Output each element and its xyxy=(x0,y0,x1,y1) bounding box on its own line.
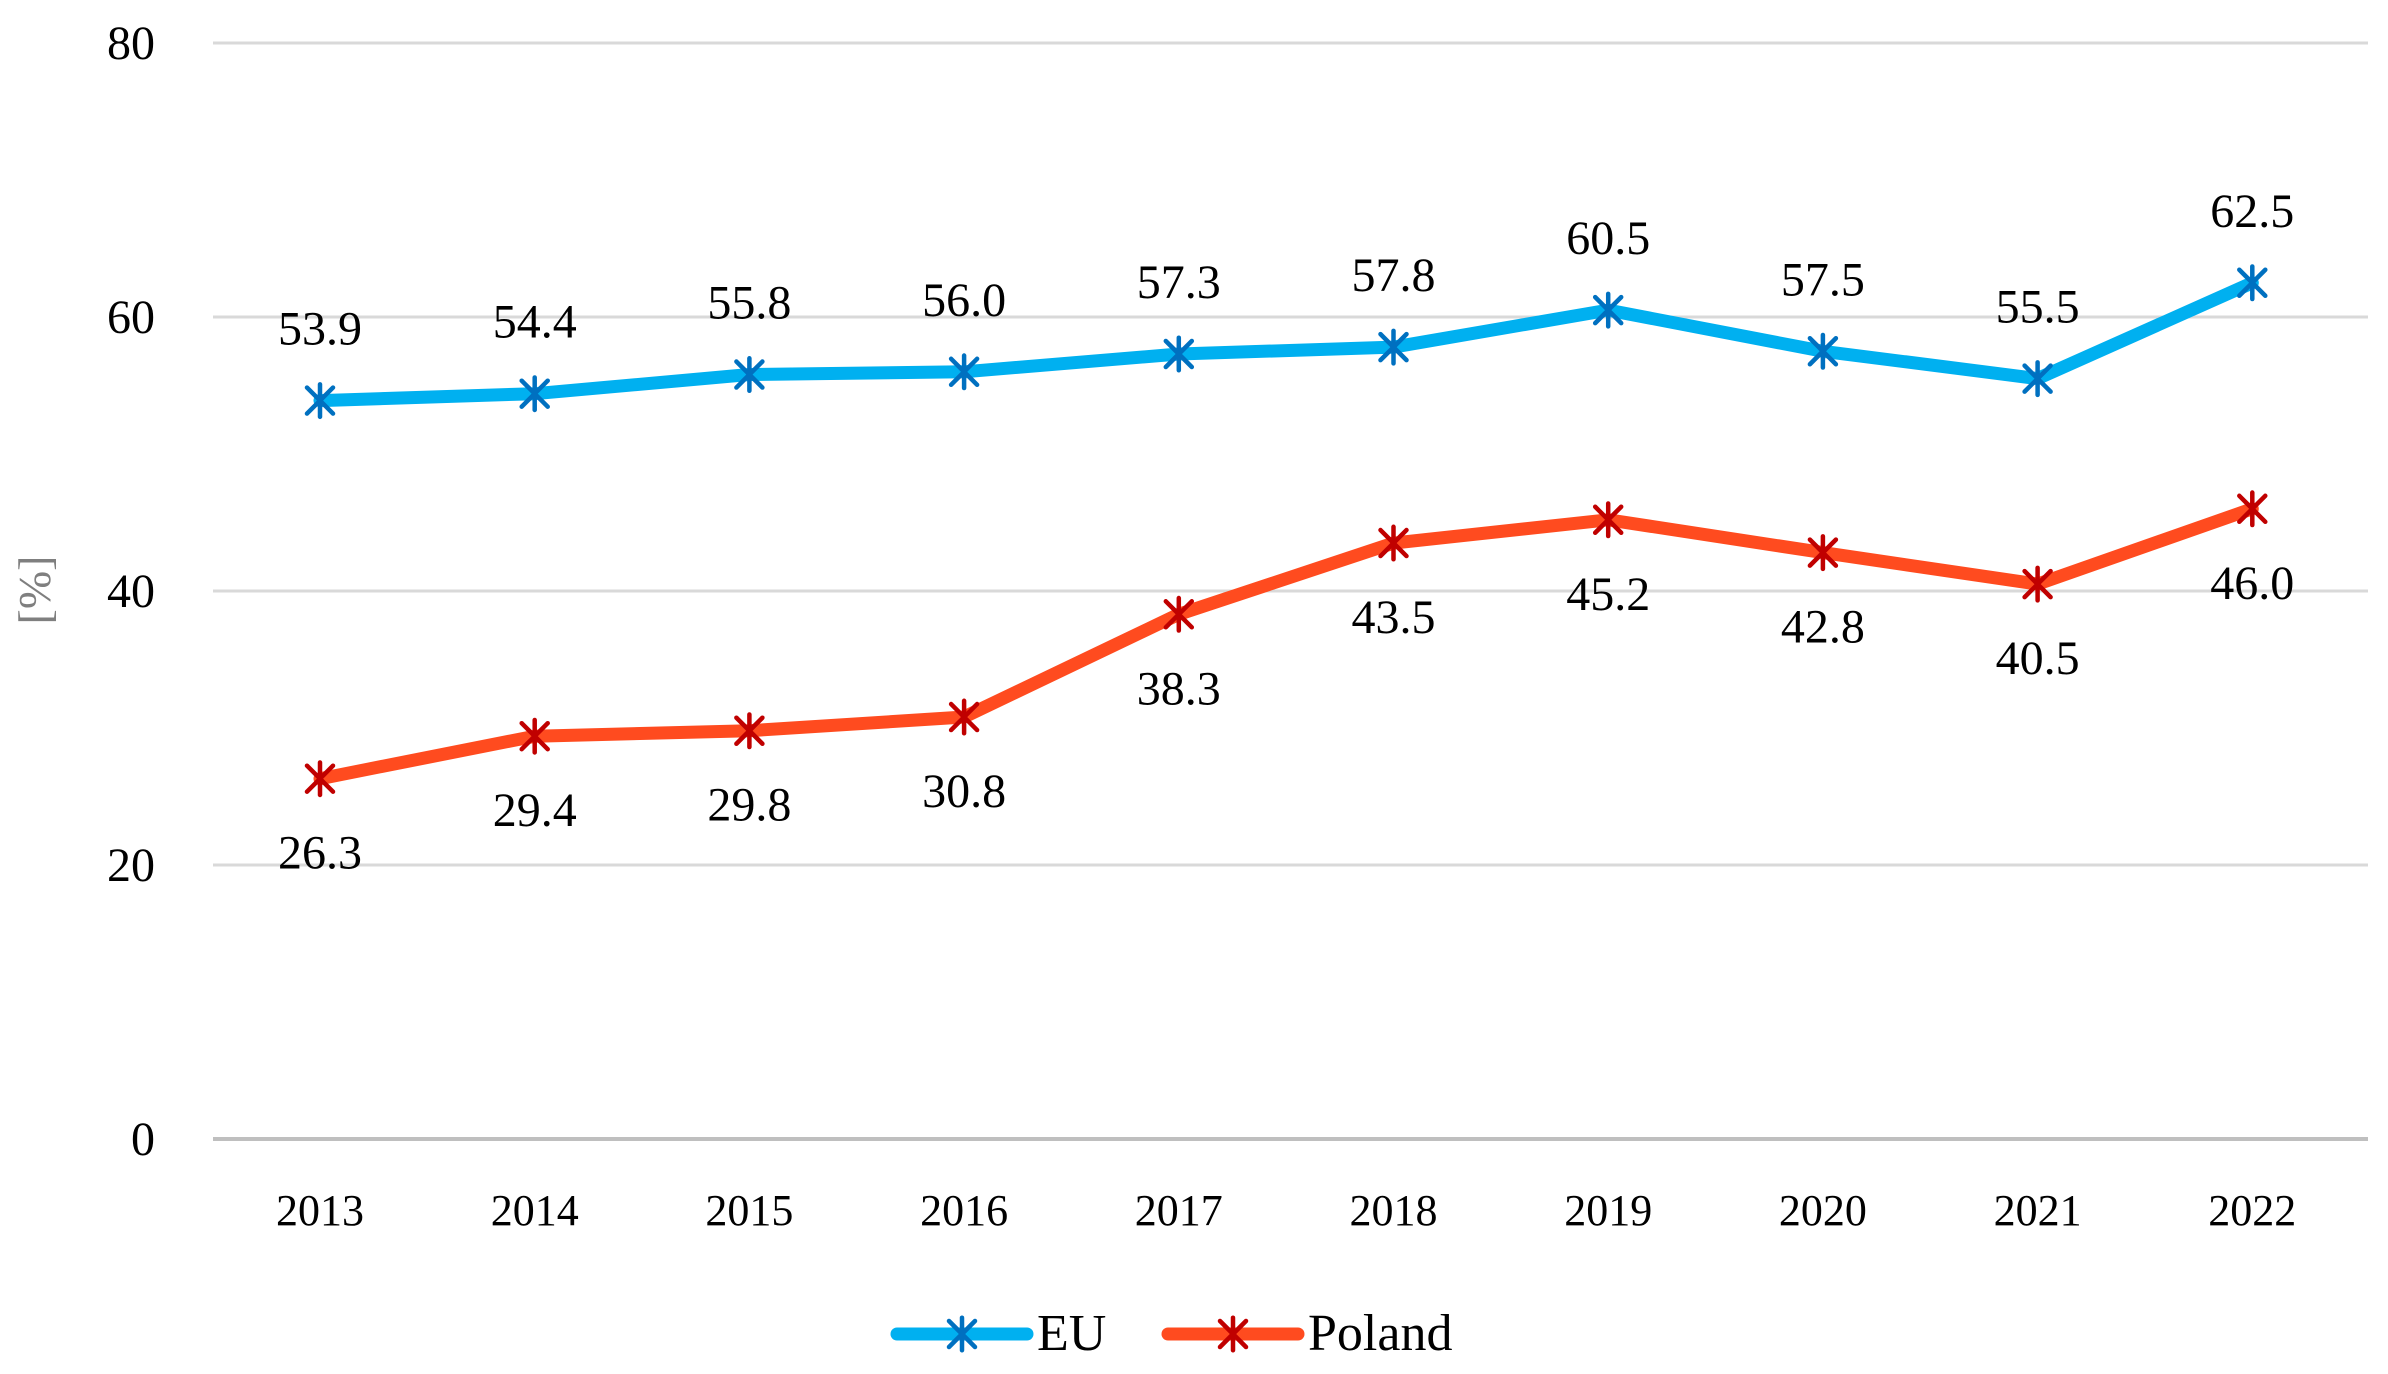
data-label-eu: 54.4 xyxy=(493,296,577,349)
data-label-eu: 57.3 xyxy=(1137,256,1221,309)
data-label-eu: 60.5 xyxy=(1566,212,1650,265)
gridlines xyxy=(213,41,2368,1141)
legend-marker-eu xyxy=(946,1315,978,1353)
y-axis-ticks: 0 20 40 60 80 xyxy=(107,17,155,1166)
y-axis-title: [%] xyxy=(9,556,60,625)
data-point-poland xyxy=(304,760,336,798)
series-line-eu xyxy=(313,276,2259,408)
series xyxy=(304,264,2268,798)
y-tick-label: 80 xyxy=(107,17,155,70)
data-point-poland xyxy=(1807,534,1839,572)
data-point-eu xyxy=(948,353,980,391)
data-label-eu: 53.9 xyxy=(278,303,362,356)
x-tick-label: 2013 xyxy=(276,1186,364,1235)
data-point-eu xyxy=(1378,328,1409,366)
data-point-poland xyxy=(1163,595,1195,633)
data-point-poland xyxy=(2237,490,2268,528)
legend-label-eu: EU xyxy=(1037,1305,1106,1362)
x-tick-label: 2015 xyxy=(705,1186,793,1235)
data-label-eu: 55.5 xyxy=(1996,281,2080,334)
data-point-eu xyxy=(1163,335,1195,373)
y-tick-label: 40 xyxy=(107,565,155,618)
data-point-eu xyxy=(734,356,765,394)
data-label-eu: 55.8 xyxy=(707,277,791,330)
y-tick-label: 20 xyxy=(107,839,155,892)
data-label-eu: 62.5 xyxy=(2210,185,2294,238)
data-point-eu xyxy=(519,375,550,413)
data-label-poland: 43.5 xyxy=(1352,591,1436,644)
data-labels: 53.9 54.4 55.8 56.0 57.3 57.8 60.5 57.5 55.5 62.5… xyxy=(278,185,2294,880)
x-tick-label: 2017 xyxy=(1135,1186,1223,1235)
legend-marker-poland xyxy=(1217,1315,1249,1353)
data-label-poland: 40.5 xyxy=(1996,632,2080,685)
data-point-eu xyxy=(2022,360,2053,398)
x-tick-label: 2021 xyxy=(1994,1186,2082,1235)
y-tick-label: 0 xyxy=(131,1113,155,1166)
legend-item-poland: Poland xyxy=(1161,1305,1452,1362)
legend: EU Poland xyxy=(890,1305,1452,1362)
legend-label-poland: Poland xyxy=(1308,1305,1452,1362)
data-label-poland: 45.2 xyxy=(1566,568,1650,621)
x-tick-label: 2014 xyxy=(491,1186,579,1235)
x-tick-label: 2020 xyxy=(1779,1186,1867,1235)
data-point-poland xyxy=(734,712,765,750)
data-label-eu: 57.5 xyxy=(1781,253,1865,306)
data-point-poland xyxy=(1592,501,1624,539)
x-tick-label: 2018 xyxy=(1350,1186,1438,1235)
data-label-eu: 56.0 xyxy=(922,274,1006,327)
data-label-poland: 29.4 xyxy=(493,784,577,837)
x-tick-label: 2016 xyxy=(920,1186,1008,1235)
series-line-poland xyxy=(313,502,2259,786)
data-label-poland: 29.8 xyxy=(707,779,791,832)
data-point-eu xyxy=(1807,332,1839,370)
data-label-poland: 38.3 xyxy=(1137,662,1221,715)
legend-item-eu: EU xyxy=(890,1305,1106,1362)
data-label-poland: 42.8 xyxy=(1781,601,1865,654)
y-tick-label: 60 xyxy=(107,291,155,344)
data-label-eu: 57.8 xyxy=(1352,249,1436,302)
x-tick-label: 2022 xyxy=(2208,1186,2296,1235)
data-point-poland xyxy=(519,717,550,755)
data-point-poland xyxy=(1378,524,1409,562)
x-tick-label: 2019 xyxy=(1564,1186,1652,1235)
data-point-poland xyxy=(948,698,980,736)
data-label-poland: 26.3 xyxy=(278,827,362,880)
data-label-poland: 30.8 xyxy=(922,765,1006,818)
x-axis-ticks: 2013 2014 2015 2016 2017 2018 2019 2020 2021 2022 xyxy=(276,1186,2296,1235)
data-label-poland: 46.0 xyxy=(2210,557,2294,610)
data-point-eu xyxy=(1592,291,1624,329)
data-point-eu xyxy=(304,382,336,420)
data-point-eu xyxy=(2237,264,2268,302)
data-point-poland xyxy=(2022,565,2053,603)
